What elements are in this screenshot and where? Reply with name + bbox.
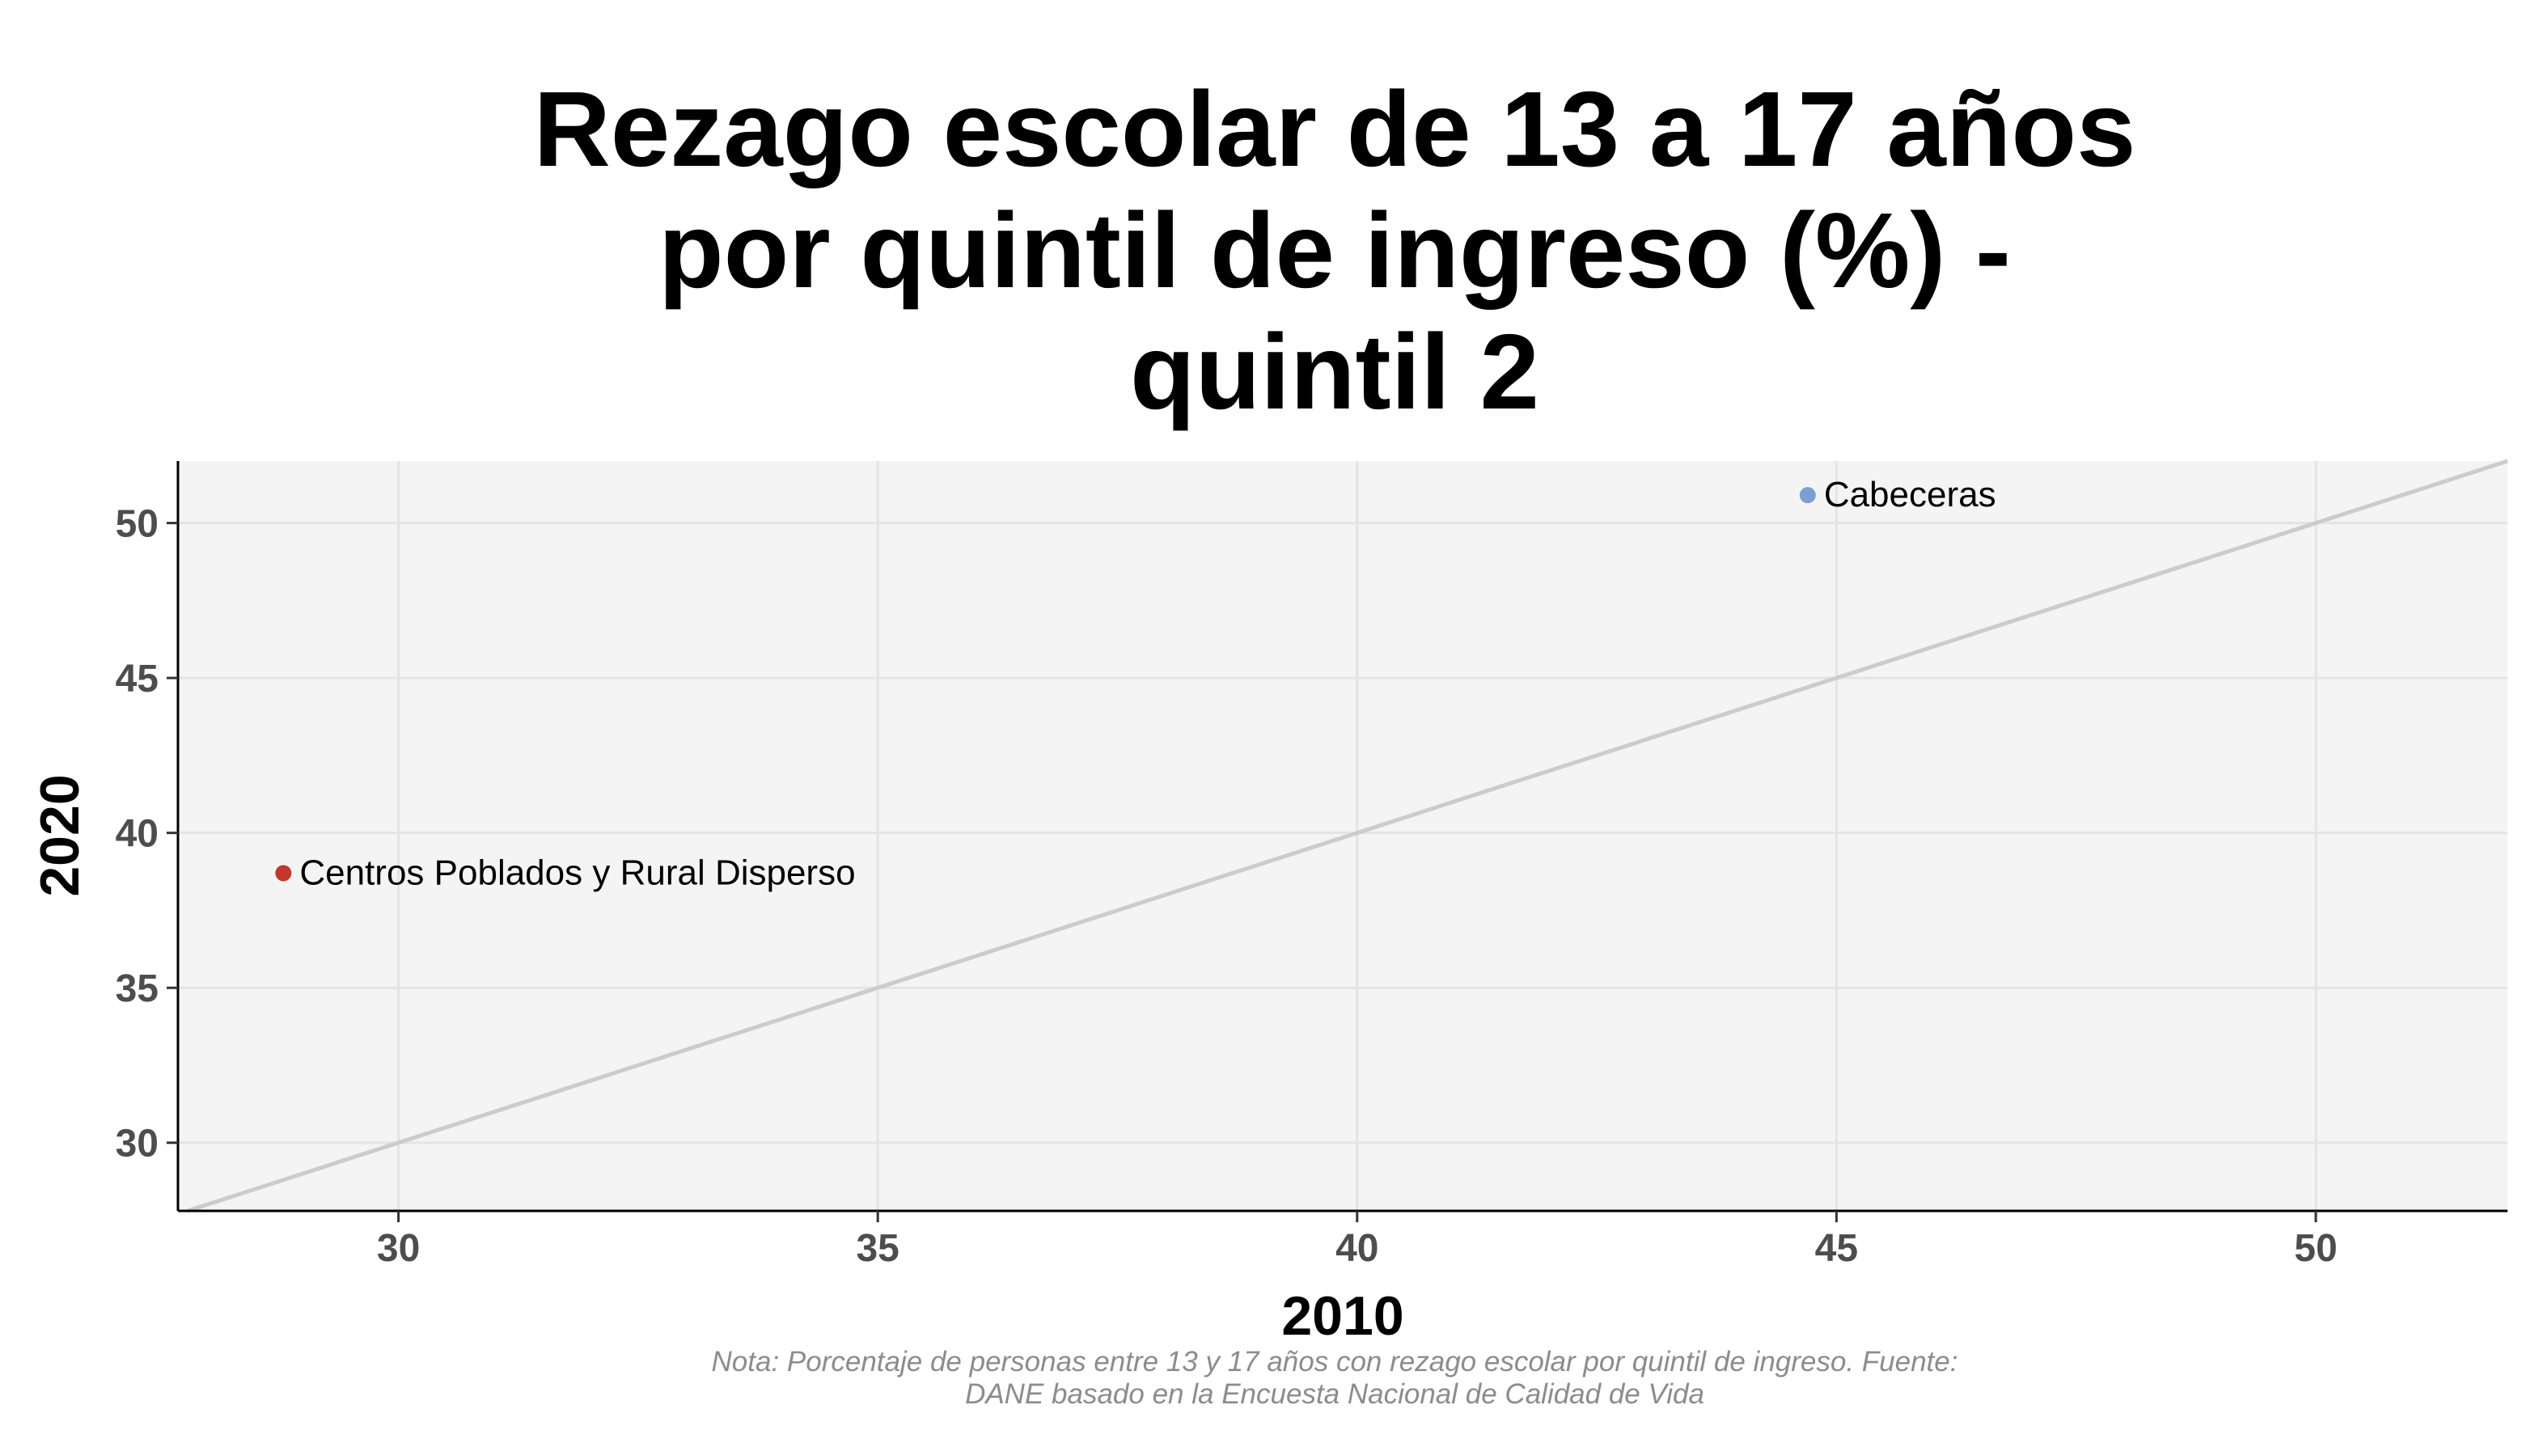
point-label: Centros Poblados y Rural Disperso (299, 853, 855, 892)
x-axis-ticks: 30 35 40 45 50 (377, 1211, 2338, 1270)
chart-title-line: por quintil de ingreso (%) - (658, 191, 2011, 310)
x-axis-label: 2010 (1281, 1285, 1403, 1347)
identity-line (187, 459, 2508, 1213)
chart-note-line: DANE basado en la Encuesta Nacional de C… (965, 1378, 1704, 1410)
data-point (275, 865, 292, 882)
gridlines (178, 461, 2508, 1211)
x-tick-label: 30 (377, 1227, 420, 1270)
chart-note-line: Nota: Porcentaje de personas entre 13 y … (711, 1346, 1958, 1378)
x-tick-label: 40 (1335, 1227, 1378, 1270)
chart-note: Nota: Porcentaje de personas entre 13 y … (162, 1346, 2508, 1411)
y-tick-label: 50 (116, 503, 159, 546)
chart-title-line: quintil 2 (1130, 312, 1539, 431)
data-point (1799, 487, 1816, 504)
y-tick-label: 40 (116, 813, 159, 856)
chart-title-line: Rezago escolar de 13 a 17 años (533, 70, 2136, 188)
point-label: Cabeceras (1824, 475, 1996, 514)
y-axis-label: 2020 (29, 774, 91, 896)
data-points: Cabeceras Centros Poblados y Rural Disper… (275, 475, 1996, 892)
y-tick-label: 45 (116, 658, 159, 700)
chart-title: Rezago escolar de 13 a 17 años por quint… (162, 69, 2508, 433)
x-tick-label: 45 (1815, 1227, 1858, 1270)
x-tick-label: 50 (2294, 1227, 2337, 1270)
x-tick-label: 35 (856, 1227, 899, 1270)
y-tick-label: 35 (116, 967, 159, 1010)
y-tick-label: 30 (116, 1123, 159, 1166)
y-axis-ticks: 30 35 40 45 50 (116, 503, 178, 1166)
